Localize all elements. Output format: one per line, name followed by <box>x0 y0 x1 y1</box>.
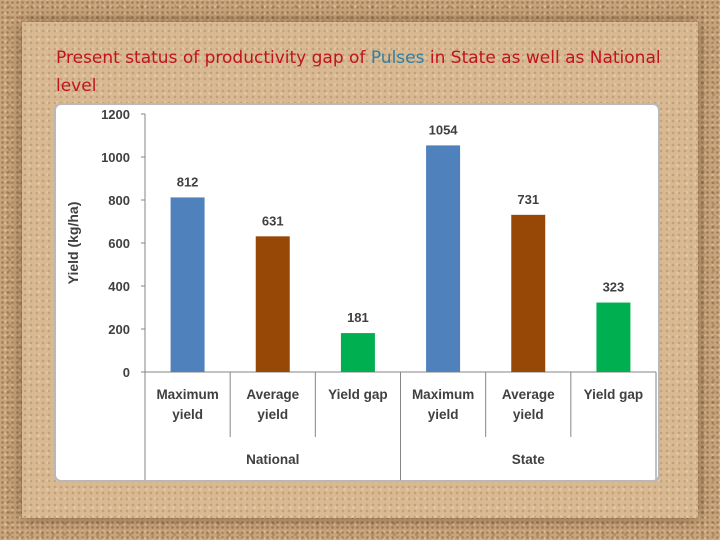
category-label: yield <box>428 407 459 422</box>
data-label: 631 <box>262 213 284 228</box>
category-label: Maximum <box>156 387 218 402</box>
category-label: Average <box>246 387 299 402</box>
data-label: 812 <box>177 174 199 189</box>
title-part1: Present status of productivity gap of <box>56 48 371 68</box>
group-label-state: State <box>512 452 546 467</box>
category-label: yield <box>257 407 288 422</box>
bar-state-yield-gap <box>596 302 631 372</box>
bar-state-average-yield <box>511 214 546 372</box>
slide-title: Present status of productivity gap of Pu… <box>56 44 666 100</box>
category-label: Average <box>502 387 555 402</box>
y-tick-label: 800 <box>108 193 130 208</box>
category-label: Yield gap <box>328 387 388 402</box>
category-label: yield <box>513 407 544 422</box>
category-label: Maximum <box>412 387 474 402</box>
data-label: 323 <box>603 280 625 295</box>
y-tick-label: 200 <box>108 322 130 337</box>
title-highlight: Pulses <box>370 48 425 68</box>
title-part2: in State as well as National level <box>56 48 661 96</box>
bar-national-yield-gap <box>340 333 375 372</box>
y-tick-label: 600 <box>108 236 130 251</box>
data-label: 731 <box>517 192 539 207</box>
y-tick-label: 400 <box>108 279 130 294</box>
data-label: 181 <box>347 310 369 325</box>
data-label: 1054 <box>429 122 459 137</box>
y-tick-label: 1200 <box>101 107 130 122</box>
group-label-national: National <box>246 452 299 467</box>
bar-national-average-yield <box>255 236 290 372</box>
yield-bar-chart: 0 200 400 600 800 1000 1200 Yield (kg/ha) 812 Max… <box>65 107 657 480</box>
category-label: Yield gap <box>584 387 644 402</box>
y-tick-label: 1000 <box>101 150 130 165</box>
y-tick-label: 0 <box>123 365 130 380</box>
category-label: yield <box>172 407 203 422</box>
bar-state-maximum-yield <box>426 145 461 372</box>
chart-card: 0 200 400 600 800 1000 1200 Yield (kg/ha) 812 Max… <box>54 103 660 482</box>
y-axis-title: Yield (kg/ha) <box>65 202 81 285</box>
bar-national-maximum-yield <box>170 197 205 372</box>
